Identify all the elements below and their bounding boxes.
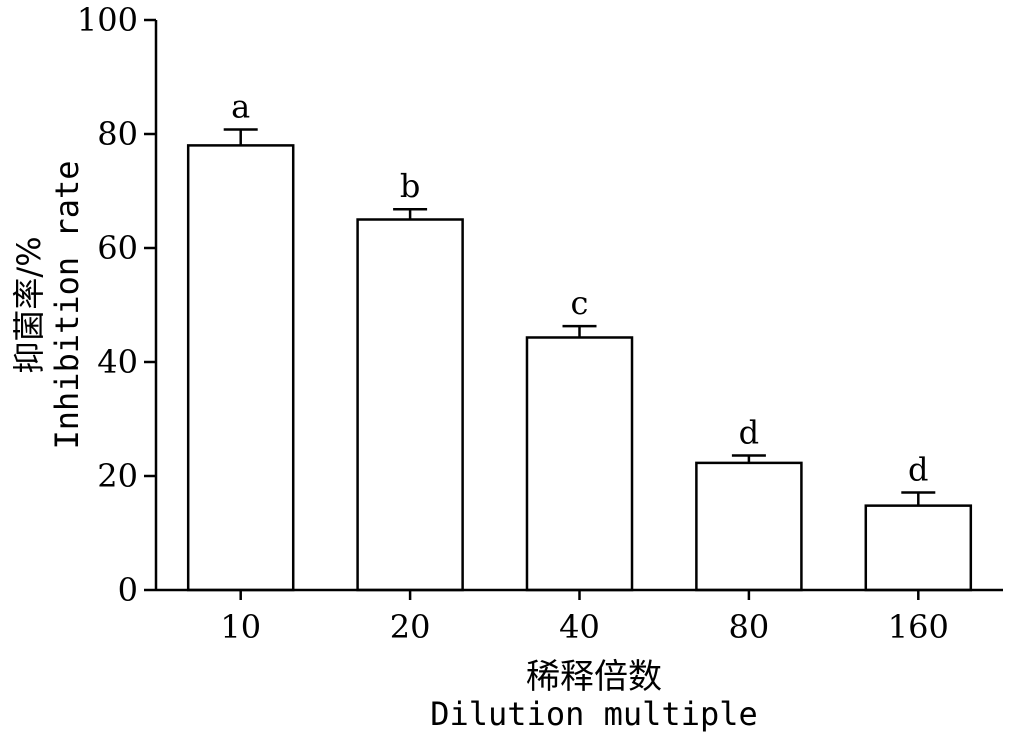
x-tick-label: 20 xyxy=(390,608,431,646)
bar xyxy=(356,218,464,592)
error-bars-layer xyxy=(223,128,936,506)
y-tick-label: 100 xyxy=(77,1,138,39)
significance-label: a xyxy=(231,87,250,125)
y-tick-label: 60 xyxy=(97,229,138,267)
x-axis-label-zh: 稀释倍数 xyxy=(526,657,662,697)
y-tick-label: 80 xyxy=(97,115,138,153)
x-axis-label: Dilution multiple xyxy=(430,695,758,733)
x-tick-label: 80 xyxy=(729,608,770,646)
y-tick-label: 20 xyxy=(97,457,138,495)
x-ticks-layer: 10 20 40 80 160 xyxy=(220,590,949,646)
bar xyxy=(864,504,973,592)
significance-label: c xyxy=(571,284,589,322)
x-tick-label: 160 xyxy=(888,608,949,646)
bar xyxy=(695,461,803,592)
y-ticks-layer: 0 20 40 60 80 100 xyxy=(77,1,156,609)
y-axis-label: Inhibition rate xyxy=(48,161,86,450)
bar xyxy=(525,336,634,592)
y-tick-label: 40 xyxy=(97,343,138,381)
significance-label: d xyxy=(908,451,928,489)
y-tick-label: 0 xyxy=(118,571,138,609)
y-axis-label-zh: 抑菌率/% xyxy=(10,236,48,373)
x-tick-label: 40 xyxy=(559,608,600,646)
significance-label: b xyxy=(400,167,420,205)
significance-labels-layer: a b c d d xyxy=(231,87,928,488)
bar xyxy=(186,144,295,592)
x-tick-label: 10 xyxy=(220,608,261,646)
significance-label: d xyxy=(739,413,759,451)
bars-layer xyxy=(186,144,973,592)
